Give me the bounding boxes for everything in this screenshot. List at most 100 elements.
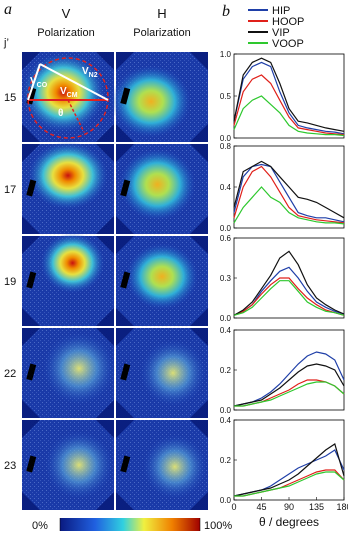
image [116,236,208,326]
beam-stop [120,179,131,197]
image [22,141,114,234]
y-tick-label: 0.3 [220,274,232,283]
series-line [233,95,345,137]
y-tick-label: 0.0 [220,496,232,505]
annotation: θ [58,108,63,119]
series-line [233,61,345,135]
annotation: VCM [60,86,78,99]
series-line [233,363,345,407]
series-line [233,186,345,225]
series-line [233,160,345,219]
x-tick-label: 135 [309,502,324,512]
annotation-sub: CO [37,82,48,89]
x-tick-label: 90 [284,502,294,512]
image [22,328,116,418]
series-line [233,351,345,407]
plot-frame [233,419,345,501]
intensity-blob [43,332,116,405]
series-line [233,277,345,316]
beam-stop [120,87,131,105]
y-tick-label: 1.0 [220,50,232,59]
series-line [233,449,345,497]
column-title: V [62,6,71,21]
plot-frame [233,329,345,411]
beam-stop [26,455,37,473]
y-tick-label: 0.8 [220,142,232,151]
beam-stop [26,363,37,381]
y-tick-label: 0.6 [220,234,232,243]
beam-stop [26,271,37,289]
beam-stop [26,179,37,197]
beam-stop [120,455,131,473]
intensity-blob [126,243,198,310]
beam-stop [120,271,131,289]
legend-label: HIP [272,5,290,17]
series-line [233,74,345,136]
intensity-blob [21,52,106,133]
y-tick-label: 0.2 [220,456,232,465]
annotation: VCO [30,76,48,89]
series-line [233,443,345,497]
image [22,233,114,326]
annotation-sub: N2 [89,72,98,79]
image [21,52,114,142]
legend-label: VIP [272,27,290,39]
image [110,52,208,142]
annotation-sub: CM [67,92,78,99]
intensity-blob [119,148,196,221]
row-label: 23 [4,460,16,472]
series-line [234,381,345,407]
legend-label: HOOP [272,16,304,28]
colorbar-label: 0% [32,520,48,532]
image [116,420,208,510]
x-tick-label: 180 [336,502,348,512]
intensity-blob [40,233,105,293]
x-tick-label: 0 [231,502,236,512]
y-tick-label: 0.2 [220,366,232,375]
y-tick-label: 0.4 [220,183,232,192]
x-tick-label: 45 [256,502,266,512]
row-label: 17 [4,184,16,196]
intensity-blob [142,434,207,499]
legend-label: VOOP [272,38,304,50]
y-tick-label: 0.4 [220,326,232,335]
column-subtitle: Polarization [37,27,94,39]
row-header: j’ [3,37,9,49]
x-axis-label: θ / degrees [259,515,319,529]
y-tick-label: 0.5 [220,92,232,101]
y-tick-label: 0.0 [220,314,232,323]
column-subtitle: Polarization [133,27,190,39]
intensity-blob [45,431,114,499]
arrow [27,63,41,101]
image [116,328,208,418]
y-tick-label: 0.4 [220,416,232,425]
y-tick-label: 0.0 [220,134,232,143]
row-label: 22 [4,368,16,380]
beam-stop [120,363,131,381]
annotation: VN2 [82,66,98,79]
arrow [67,99,85,133]
intensity-blob [28,141,108,210]
y-tick-label: 0.0 [220,224,232,233]
intensity-blob [110,65,191,138]
image [22,420,114,510]
colorbar [60,518,200,531]
newton-circle [27,57,109,139]
image [116,144,208,234]
panel-label: a [4,1,12,18]
intensity-blob [140,340,207,406]
colorbar-label: 100% [204,520,232,532]
series-line [233,165,345,224]
row-label: 19 [4,276,16,288]
series-line [233,250,345,316]
y-tick-label: 0.0 [220,406,232,415]
series-line [233,57,345,132]
series-line [234,471,345,497]
annotation-main: V [60,86,67,97]
panel-label: b [222,3,230,20]
series-line [233,280,345,316]
annotation-main: V [30,76,37,87]
arrow [39,63,109,101]
annotation-main: V [82,66,89,77]
